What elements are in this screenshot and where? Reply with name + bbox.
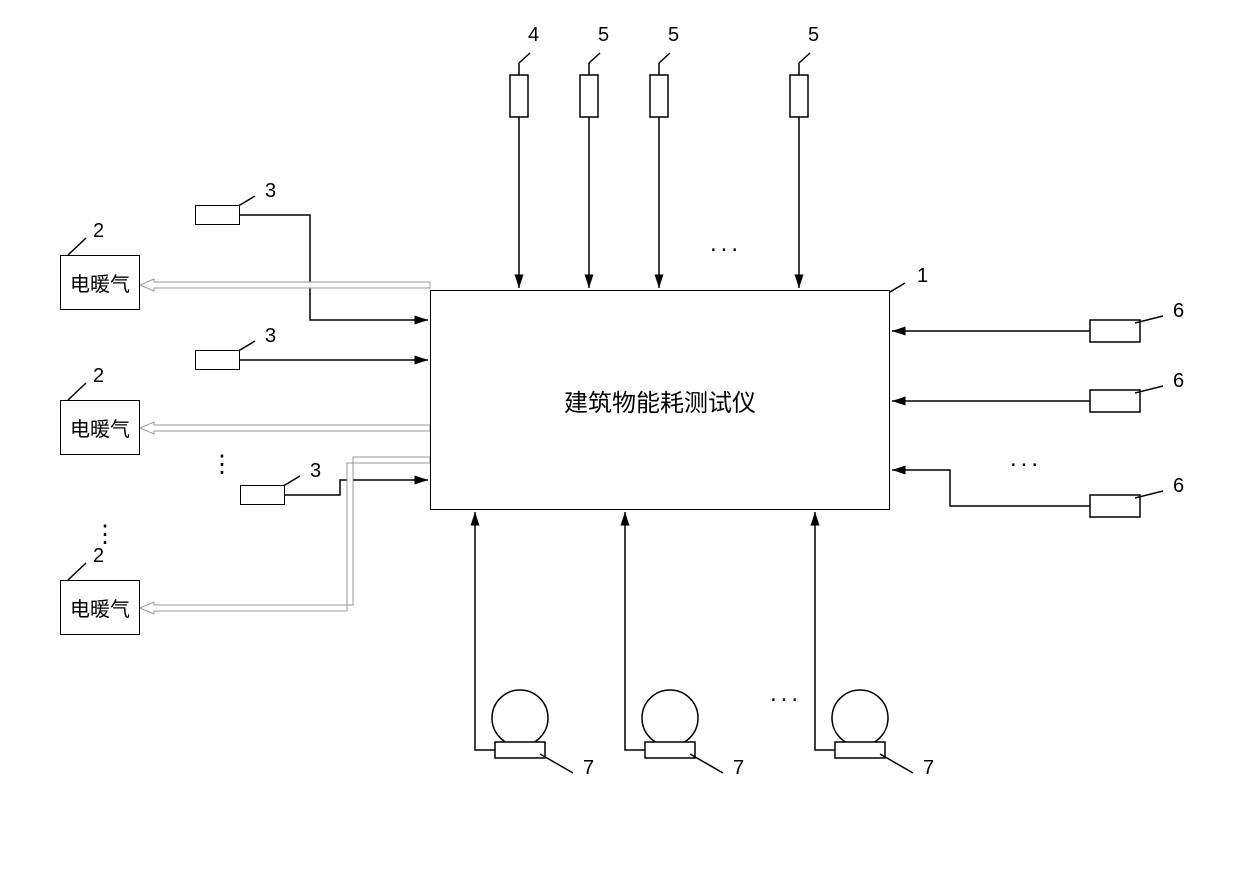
ellipsis-4: ⋮ [210,450,238,479]
label-top-0: 4 [528,24,539,47]
heater-0: 电暖气 [60,255,140,310]
sensor3-2 [240,485,285,505]
label-3-1: 3 [265,325,276,348]
label-6-1: 6 [1173,370,1184,393]
center-box: 建筑物能耗测试仪 [430,290,890,510]
label-7-1: 7 [733,757,744,780]
sensor3-1 [195,350,240,370]
label-7-0: 7 [583,757,594,780]
label-6-0: 6 [1173,300,1184,323]
center-box-label: 建筑物能耗测试仪 [564,383,756,418]
ellipsis-3: ⋮ [93,520,121,549]
label-6-2: 6 [1173,475,1184,498]
label-top-1: 5 [598,24,609,47]
heater-1: 电暖气 [60,400,140,455]
label-2-1: 2 [93,365,104,388]
label-2-0: 2 [93,220,104,243]
ellipsis-1: ... [1010,445,1042,473]
label-3-2: 3 [310,460,321,483]
sensor3-0 [195,205,240,225]
heater-2: 电暖气 [60,580,140,635]
label-3-0: 3 [265,180,276,203]
ellipsis-0: ... [710,230,742,258]
heater-2-label: 电暖气 [70,593,130,622]
label-7-2: 7 [923,757,934,780]
heater-1-label: 电暖气 [70,413,130,442]
heater-0-label: 电暖气 [70,268,130,297]
label-top-2: 5 [668,24,679,47]
label-1: 1 [917,265,928,288]
ellipsis-2: ... [770,680,802,708]
label-top-3: 5 [808,24,819,47]
